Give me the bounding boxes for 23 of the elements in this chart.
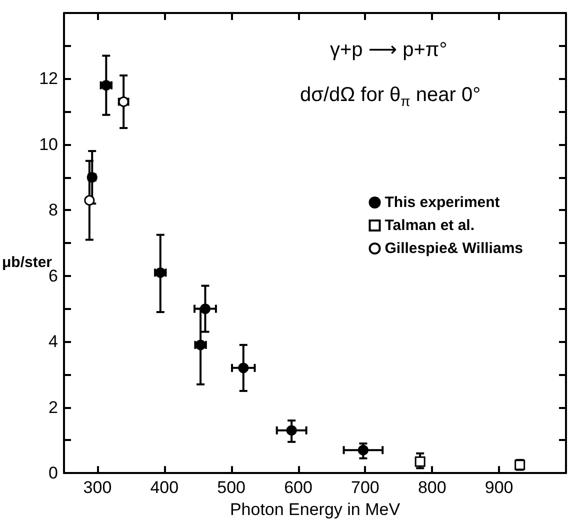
- legend-label: This experiment: [384, 194, 500, 211]
- legend-label: Gillespie& Williams: [384, 240, 524, 257]
- x-tick-label: 300: [83, 478, 112, 498]
- x-tick-label: 400: [150, 478, 179, 498]
- y-tick-label: 8: [48, 200, 58, 220]
- y-tick-label: 10: [39, 134, 58, 154]
- point: [414, 456, 426, 467]
- x-axis-title: Photon Energy in MeV: [230, 500, 401, 519]
- annotation: γ+p ⟶ p+π°: [330, 39, 448, 61]
- x-tick-label: 600: [284, 478, 312, 498]
- y-tick-label: 12: [39, 69, 58, 88]
- x-tick-label: 800: [418, 478, 446, 498]
- y-tick-label: 0: [48, 464, 58, 483]
- y-tick-label: 2: [48, 398, 58, 417]
- point: [200, 304, 210, 314]
- legend-label: Talman et al.: [384, 217, 475, 234]
- point: [358, 444, 368, 456]
- point: [238, 362, 249, 374]
- x-tick-label: 700: [351, 478, 380, 498]
- x-tick-label: 500: [217, 478, 246, 498]
- y-tick-label: 4: [48, 332, 58, 352]
- point: [286, 425, 297, 436]
- x-tick-label: 900: [484, 478, 514, 498]
